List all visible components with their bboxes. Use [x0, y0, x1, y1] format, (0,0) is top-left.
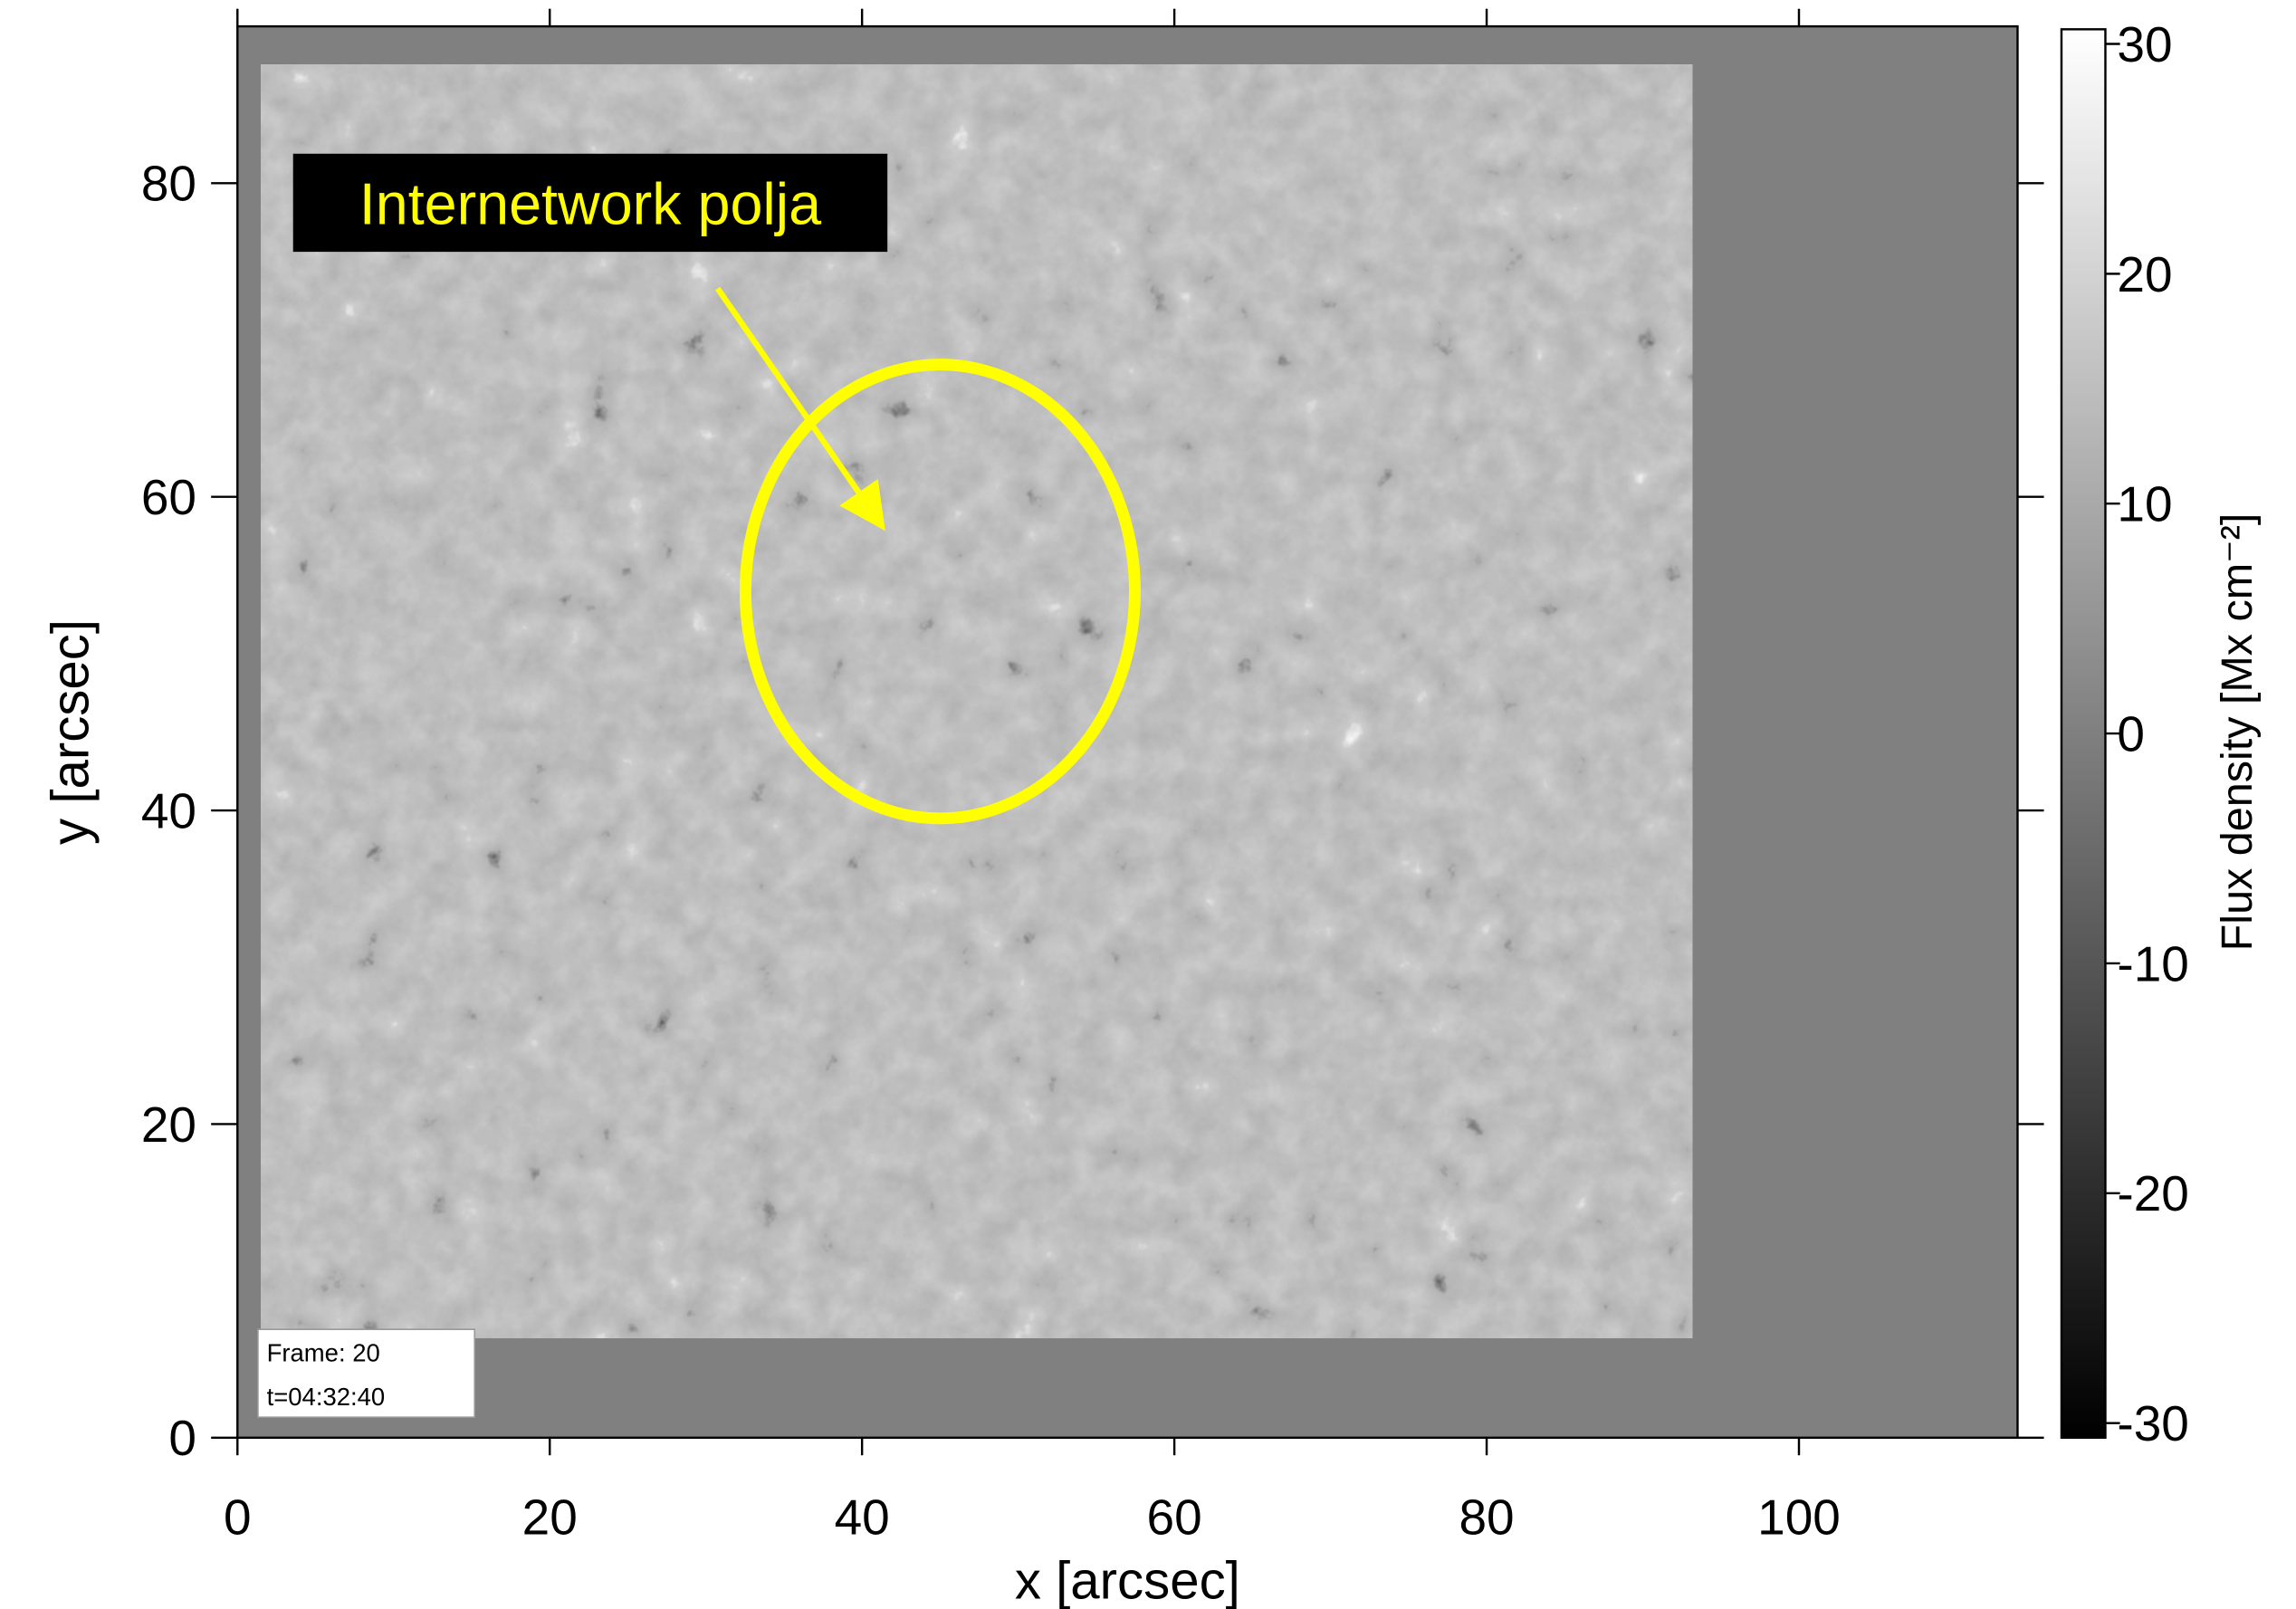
- y-tick-label: 80: [141, 156, 196, 212]
- colorbar-tick-label: -10: [2117, 935, 2188, 991]
- x-tick-label: 0: [224, 1489, 252, 1546]
- x-tick-label: 80: [1459, 1489, 1514, 1546]
- page: {"chart_data": {"type": "image", "xlabel…: [0, 0, 2296, 1609]
- x-tick-label: 20: [522, 1489, 578, 1546]
- chart: 0 20 40 60 80 100 0 20 40 60 80 -30 -20 -10 0 10 20 30 x …: [0, 0, 2296, 1609]
- colorbar-tick-label: 10: [2117, 476, 2172, 532]
- colorbar-label: Flux density [Mx cm⁻²]: [2213, 513, 2262, 952]
- x-tick-label: 40: [835, 1489, 890, 1546]
- y-tick-label: 40: [141, 782, 196, 838]
- colorbar: [2062, 29, 2106, 1437]
- y-tick-label: 20: [141, 1097, 196, 1153]
- colorbar-tick-label: -20: [2117, 1165, 2188, 1221]
- x-tick-label: 100: [1757, 1489, 1841, 1546]
- y-tick-label: 60: [141, 469, 196, 525]
- annotation: Internetwork polja: [359, 170, 821, 236]
- x-tick-label: 60: [1147, 1489, 1202, 1546]
- colorbar-tick-label: -30: [2117, 1395, 2188, 1451]
- x-axis-label: x [arcsec]: [1015, 1552, 1240, 1609]
- frame-info: t=04:32:40: [267, 1383, 386, 1411]
- colorbar-tick-label: 0: [2117, 705, 2145, 761]
- magnetogram: [261, 64, 1692, 1338]
- frame-info: Frame: 20: [267, 1339, 380, 1367]
- colorbar-tick-label: 30: [2117, 16, 2172, 72]
- y-axis-label: y [arcsec]: [41, 619, 100, 845]
- y-tick-label: 0: [168, 1410, 196, 1466]
- colorbar-tick-label: 20: [2117, 246, 2172, 302]
